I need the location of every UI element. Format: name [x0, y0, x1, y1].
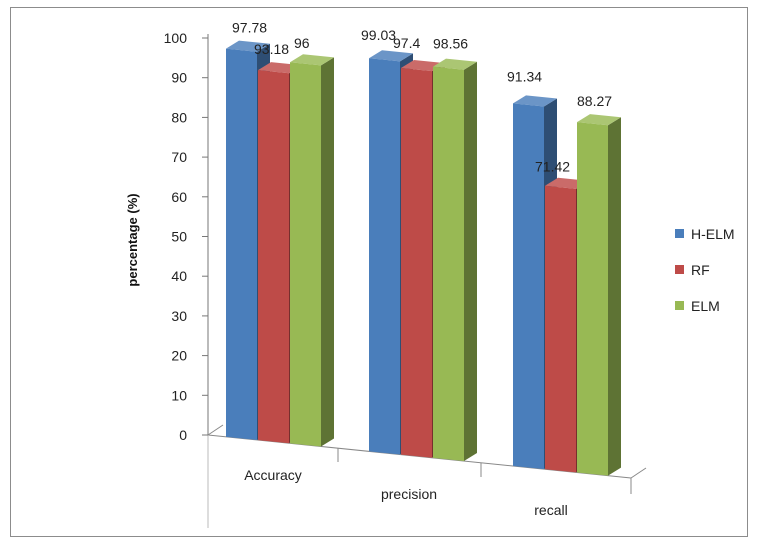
- data-label-h-elm-recall: 91.34: [507, 68, 542, 84]
- category-labels: Accuracy precision recall: [244, 467, 568, 518]
- bar-chart: 0 10 20 30 40 50 60 70 80 90 100 97.78 93.18 96 99.03…: [125, 20, 735, 528]
- chart-frame: 0 10 20 30 40 50 60 70 80 90 100 97.78 93.18 96 99.03…: [10, 7, 748, 537]
- floor-side-edge: [207, 424, 224, 436]
- y-tick-label: 100: [164, 30, 188, 46]
- bar-elm-accuracy: [290, 54, 334, 447]
- legend-label-h-elm: H-ELM: [691, 226, 735, 242]
- data-label-elm-accuracy: 96: [294, 35, 310, 51]
- data-label-elm-recall: 88.27: [577, 93, 612, 109]
- legend: H-ELM RF ELM: [675, 226, 735, 314]
- y-tick-label: 70: [171, 149, 187, 165]
- y-tick-label: 90: [171, 70, 187, 86]
- legend-swatch-elm: [675, 301, 684, 310]
- y-tick-label: 60: [171, 189, 187, 205]
- y-axis-title: percentage (%): [125, 193, 140, 286]
- legend-swatch-rf: [675, 265, 684, 274]
- y-tick-label: 80: [171, 109, 187, 125]
- y-tick-label: 40: [171, 268, 187, 284]
- y-tick-label: 30: [171, 308, 187, 324]
- data-label-rf-recall: 71.42: [535, 159, 570, 175]
- floor-right-edge: [630, 467, 647, 479]
- bar-elm-precision: [433, 58, 477, 462]
- data-label-h-elm-precision: 99.03: [361, 27, 396, 43]
- category-label-precision: precision: [381, 486, 437, 502]
- legend-swatch-h-elm: [675, 229, 684, 238]
- y-tick-label: 20: [171, 348, 187, 364]
- y-axis-ticks: 0 10 20 30 40 50 60 70 80 90 100: [164, 30, 208, 443]
- data-label-rf-precision: 97.4: [393, 35, 420, 51]
- y-tick-label: 50: [171, 229, 187, 245]
- data-label-h-elm-accuracy: 97.78: [232, 20, 267, 36]
- data-label-elm-precision: 98.56: [433, 36, 468, 52]
- bar-series: [226, 40, 621, 476]
- data-label-rf-accuracy: 93.18: [254, 41, 289, 57]
- y-tick-label: 10: [171, 387, 187, 403]
- category-label-recall: recall: [534, 502, 567, 518]
- y-tick-label: 0: [179, 427, 187, 443]
- bar-elm-recall: [577, 114, 621, 476]
- legend-label-elm: ELM: [691, 298, 720, 314]
- legend-label-rf: RF: [691, 262, 710, 278]
- category-label-accuracy: Accuracy: [244, 467, 302, 483]
